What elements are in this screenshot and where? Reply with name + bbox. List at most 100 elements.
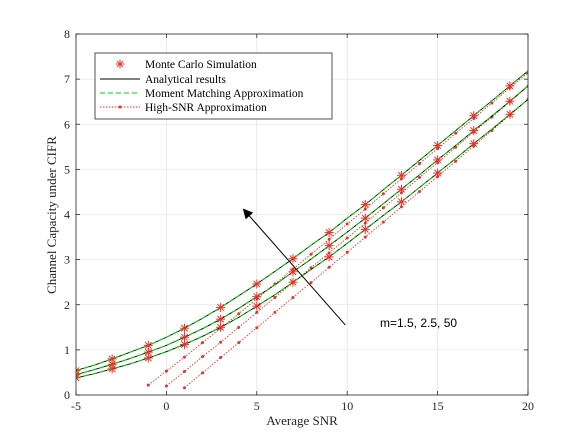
legend: Monte Carlo Simulation Analytical result… <box>94 52 333 120</box>
asterisk-stroke <box>289 278 297 286</box>
monte-carlo-point <box>288 254 298 264</box>
monte-carlo-point <box>107 364 117 374</box>
monte-carlo-point <box>469 111 479 121</box>
asterisk-stroke <box>217 315 225 323</box>
monte-carlo-point <box>216 322 226 332</box>
y-tick-label: 8 <box>64 27 70 41</box>
asterisk-stroke <box>434 156 442 164</box>
y-tick-label: 4 <box>64 208 70 222</box>
monte-carlo-point <box>433 140 443 150</box>
asterisk-stroke <box>217 303 225 311</box>
monte-carlo-point <box>216 314 226 324</box>
high-snr-point <box>454 159 458 163</box>
high-snr-point <box>201 355 205 359</box>
legend-box <box>94 52 333 120</box>
asterisk-stroke <box>76 367 80 372</box>
monte-carlo-point <box>179 323 189 333</box>
monte-carlo-point <box>143 347 153 357</box>
asterisk-stroke <box>116 60 124 68</box>
y-tick-label: 2 <box>64 298 70 312</box>
high-snr-point <box>327 265 331 269</box>
x-tick-label: 0 <box>163 399 169 413</box>
legend-item-analytical: Analytical results <box>100 74 226 86</box>
legend-asterisk-marker <box>115 59 125 69</box>
monte-carlo-point <box>360 224 370 234</box>
monte-carlo-point <box>396 170 406 180</box>
asterisk-stroke <box>506 97 514 105</box>
monte-carlo-point <box>324 228 334 238</box>
asterisk-stroke <box>253 302 261 310</box>
y-tick-label: 7 <box>64 72 70 86</box>
moment-matching-line-m-50 <box>76 70 528 372</box>
high-snr-point <box>381 206 385 210</box>
asterisk-stroke <box>180 340 189 348</box>
high-snr-line-m-2-5 <box>166 86 528 387</box>
high-snr-point <box>381 220 385 224</box>
high-snr-point <box>454 131 458 135</box>
high-snr-point <box>146 383 150 387</box>
high-snr-point <box>182 370 186 374</box>
asterisk-stroke <box>108 355 116 363</box>
monte-carlo-point <box>324 252 334 262</box>
monte-carlo-point <box>288 267 298 277</box>
asterisk-stroke <box>325 229 333 237</box>
plot-area <box>76 70 528 390</box>
high-snr-point <box>237 312 241 316</box>
legend-asterisk <box>115 59 125 69</box>
high-snr-point <box>345 236 349 240</box>
x-tick-label: 10 <box>341 399 353 413</box>
high-snr-point <box>273 296 277 300</box>
asterisk-stroke <box>397 198 405 206</box>
high-snr-point <box>309 252 313 256</box>
high-snr-point <box>219 340 223 344</box>
x-tick-label: -5 <box>71 399 81 413</box>
high-snr-point <box>363 235 367 239</box>
monte-carlo-point <box>396 197 406 207</box>
high-snr-point <box>255 310 259 314</box>
asterisk-stroke <box>253 293 261 301</box>
monte-carlo-point <box>252 279 262 289</box>
legend-item-high-snr: High-SNR Approximation <box>100 102 267 114</box>
y-axis-label: Channel Capacity under CIFR <box>44 136 59 294</box>
asterisk-stroke <box>361 214 369 222</box>
high-snr-point <box>418 162 422 166</box>
high-snr-point <box>164 369 168 373</box>
high-snr-point <box>381 192 385 196</box>
asterisk-stroke <box>253 280 261 288</box>
y-tick-label: 3 <box>64 253 70 267</box>
monte-carlo-point <box>505 81 515 91</box>
asterisk-stroke <box>76 377 80 382</box>
high-snr-line-m-1-5 <box>184 99 528 389</box>
annotation-arrow <box>242 208 346 326</box>
high-snr-point <box>182 355 186 359</box>
high-snr-line-m-50 <box>148 72 528 386</box>
asterisk-stroke <box>325 253 333 261</box>
monte-carlo-point <box>469 126 479 136</box>
high-snr-point <box>237 341 241 345</box>
legend-label-monte-carlo: Monte Carlo Simulation <box>145 59 257 71</box>
asterisk-stroke <box>470 127 478 135</box>
y-tick-label: 0 <box>64 388 70 402</box>
asterisk-stroke <box>180 333 189 341</box>
monte-carlo-point <box>324 241 334 251</box>
asterisk-stroke <box>217 323 225 331</box>
asterisk-stroke <box>289 268 297 276</box>
asterisk-stroke <box>434 141 442 149</box>
high-snr-point <box>309 281 313 285</box>
high-snr-point <box>345 222 349 226</box>
asterisk-stroke <box>180 324 189 332</box>
asterisk-stroke <box>108 365 116 373</box>
asterisk-stroke <box>470 112 478 120</box>
asterisk-stroke <box>361 201 369 209</box>
monte-carlo-point <box>433 155 443 165</box>
high-snr-point <box>399 205 403 209</box>
high-snr-point <box>219 356 223 360</box>
legend-label-moment-matching: Moment Matching Approximation <box>145 88 304 100</box>
y-tick-label: 1 <box>64 343 70 357</box>
high-snr-point <box>490 101 494 105</box>
high-snr-point <box>201 371 205 375</box>
high-snr-point <box>255 326 259 330</box>
monte-carlo-point <box>433 168 443 178</box>
legend-label-high-snr: High-SNR Approximation <box>145 102 267 114</box>
asterisk-stroke <box>506 82 514 90</box>
